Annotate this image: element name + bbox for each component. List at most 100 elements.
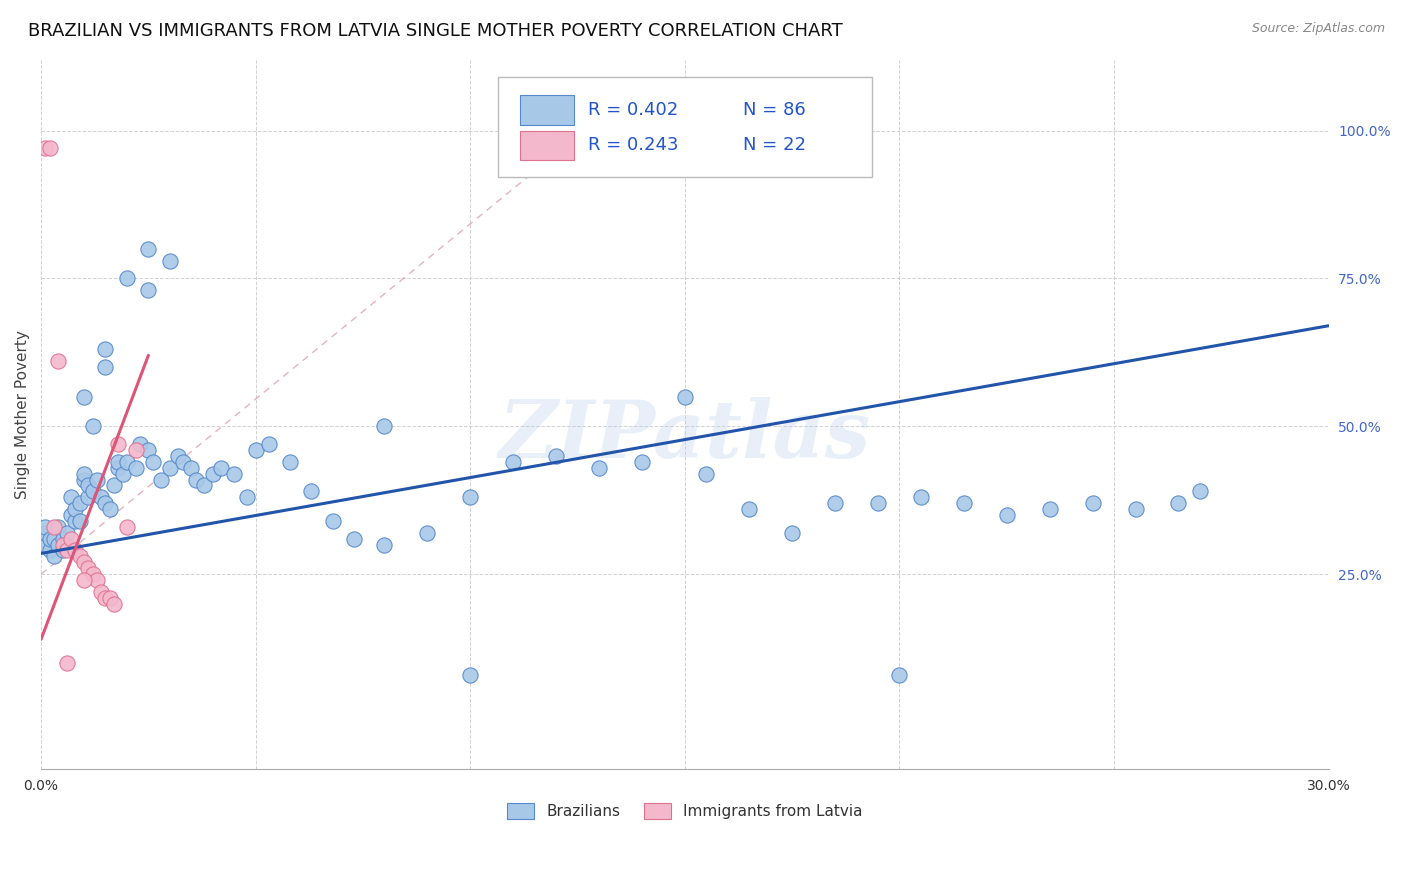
Point <box>60 532 83 546</box>
Point <box>588 460 610 475</box>
Point <box>38 141 60 155</box>
Point <box>38 532 60 546</box>
Point <box>953 496 976 510</box>
Point <box>866 496 889 510</box>
Point <box>546 449 568 463</box>
Point <box>278 455 301 469</box>
Point <box>73 555 96 569</box>
Point <box>236 490 259 504</box>
Point <box>82 419 104 434</box>
Point <box>201 467 224 481</box>
Point <box>69 514 91 528</box>
Point <box>910 490 932 504</box>
Point <box>889 667 911 681</box>
Point <box>42 549 65 564</box>
FancyBboxPatch shape <box>498 78 872 177</box>
Point <box>115 271 138 285</box>
Point <box>56 656 79 670</box>
Point <box>98 502 121 516</box>
Point <box>193 478 215 492</box>
Point <box>115 455 138 469</box>
Point <box>1081 496 1104 510</box>
Text: BRAZILIAN VS IMMIGRANTS FROM LATVIA SINGLE MOTHER POVERTY CORRELATION CHART: BRAZILIAN VS IMMIGRANTS FROM LATVIA SING… <box>28 22 842 40</box>
Point <box>103 478 125 492</box>
Point <box>995 508 1018 522</box>
Point <box>34 537 56 551</box>
Point <box>373 419 395 434</box>
Point <box>98 591 121 605</box>
Point <box>94 343 117 357</box>
Text: ZIPatlas: ZIPatlas <box>499 397 870 475</box>
Point <box>56 525 79 540</box>
Point <box>695 467 717 481</box>
Point <box>502 455 524 469</box>
Point <box>124 442 146 457</box>
Point <box>1125 502 1147 516</box>
Point <box>138 242 160 256</box>
Point <box>65 543 87 558</box>
Point <box>52 532 75 546</box>
Point <box>107 455 129 469</box>
Point <box>73 573 96 587</box>
Point <box>52 543 75 558</box>
Point <box>124 460 146 475</box>
Point <box>82 567 104 582</box>
Point <box>65 514 87 528</box>
Point <box>631 455 654 469</box>
Point <box>94 496 117 510</box>
Point <box>322 514 344 528</box>
Point <box>77 561 100 575</box>
Point <box>69 496 91 510</box>
Point <box>107 460 129 475</box>
Point <box>738 502 761 516</box>
Point <box>673 390 696 404</box>
Point <box>69 549 91 564</box>
Point <box>138 442 160 457</box>
Point <box>167 449 190 463</box>
Point <box>245 442 267 457</box>
Point <box>73 473 96 487</box>
Point <box>86 573 108 587</box>
Point <box>56 537 79 551</box>
Point <box>1039 502 1062 516</box>
Text: R = 0.243: R = 0.243 <box>588 136 679 154</box>
Point <box>65 502 87 516</box>
Point <box>107 437 129 451</box>
Point <box>103 597 125 611</box>
Point <box>373 537 395 551</box>
Point <box>52 537 75 551</box>
Point <box>416 525 439 540</box>
Point <box>458 490 481 504</box>
Point <box>77 490 100 504</box>
Point <box>46 520 69 534</box>
Point <box>142 455 165 469</box>
Point <box>86 473 108 487</box>
Text: N = 86: N = 86 <box>742 101 806 119</box>
Point <box>94 591 117 605</box>
Point <box>343 532 366 546</box>
Point <box>1188 484 1211 499</box>
Point <box>90 490 112 504</box>
Legend: Brazilians, Immigrants from Latvia: Brazilians, Immigrants from Latvia <box>501 797 869 825</box>
Point <box>824 496 846 510</box>
Point <box>60 490 83 504</box>
Point <box>82 484 104 499</box>
Point <box>1167 496 1189 510</box>
Point <box>42 532 65 546</box>
Point <box>46 354 69 368</box>
Point <box>90 585 112 599</box>
Point <box>172 455 194 469</box>
Point <box>77 478 100 492</box>
Text: R = 0.402: R = 0.402 <box>588 101 679 119</box>
Text: N = 22: N = 22 <box>742 136 806 154</box>
Point <box>38 543 60 558</box>
Point <box>224 467 246 481</box>
Y-axis label: Single Mother Poverty: Single Mother Poverty <box>15 330 30 499</box>
Point <box>159 253 181 268</box>
Point <box>56 543 79 558</box>
Point <box>34 525 56 540</box>
Point <box>301 484 323 499</box>
Point <box>184 473 207 487</box>
Point <box>115 520 138 534</box>
Point <box>73 467 96 481</box>
